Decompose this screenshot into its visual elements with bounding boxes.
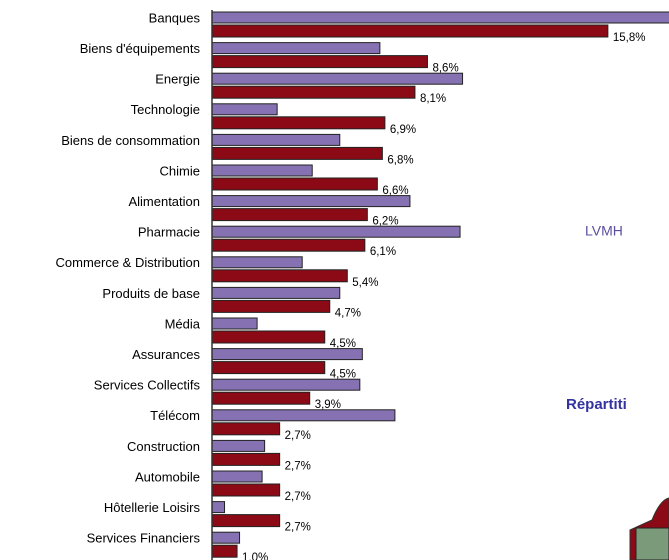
bar [211, 164, 313, 177]
bar [211, 483, 281, 497]
bar [211, 439, 266, 452]
y-tick-label: Produits de base [102, 286, 200, 301]
bar [211, 146, 383, 160]
bar [211, 72, 464, 85]
bar [211, 330, 326, 344]
value-label: 2,7% [285, 430, 311, 442]
value-label: 1,0% [242, 552, 268, 560]
bar [211, 103, 278, 116]
value-label: 4,5% [330, 369, 356, 381]
bar [211, 238, 366, 252]
y-tick-label: Biens de consommation [61, 133, 200, 148]
annotation: LVMH [585, 223, 623, 239]
bar [211, 409, 396, 422]
value-label: 15,8% [613, 32, 646, 44]
building-icon [629, 497, 669, 560]
y-tick-label: Services Financiers [87, 531, 201, 546]
bar [211, 544, 238, 558]
y-tick-label: Assurances [132, 347, 200, 362]
bar [211, 452, 281, 466]
bar [211, 11, 669, 24]
value-label: 8,6% [432, 63, 458, 75]
value-label: 2,7% [285, 460, 311, 472]
value-label: 4,5% [330, 338, 356, 350]
bar [211, 256, 303, 269]
y-tick-label: Chimie [160, 163, 200, 178]
value-label: 2,7% [285, 491, 311, 503]
bar [211, 470, 263, 483]
value-label: 6,8% [387, 154, 413, 166]
bar [211, 177, 378, 191]
y-tick-label: Télécom [150, 408, 200, 423]
bar [211, 208, 368, 222]
bar [211, 361, 326, 375]
y-tick-label: Technologie [131, 102, 200, 117]
y-tick-label: Energie [155, 72, 200, 87]
bar [211, 422, 281, 436]
bar [211, 514, 281, 528]
bar [211, 85, 416, 99]
y-tick-label: Média [165, 316, 201, 331]
y-tick-label: Construction [127, 439, 200, 454]
y-tick-label: Biens d'équipements [80, 41, 201, 56]
annotation: Répartiti [566, 396, 627, 413]
value-label: 6,2% [372, 216, 398, 228]
value-label: 6,9% [390, 124, 416, 136]
y-tick-label: Services Collectifs [94, 378, 201, 393]
bar [211, 225, 461, 238]
bar [211, 531, 241, 544]
bar [211, 24, 609, 38]
bar [211, 286, 341, 299]
y-tick-label: Automobile [135, 469, 200, 484]
value-label: 3,9% [315, 399, 341, 411]
y-tick-label: Commerce & Distribution [56, 255, 201, 270]
bar [211, 348, 363, 361]
value-label: 6,1% [370, 246, 396, 258]
bar [211, 116, 386, 130]
value-label: 6,6% [382, 185, 408, 197]
bar [211, 501, 226, 514]
bar [211, 269, 348, 283]
bar [211, 317, 258, 330]
bar [211, 299, 331, 313]
bar [211, 55, 428, 69]
bar [211, 391, 311, 405]
y-tick-label: Pharmacie [138, 225, 200, 240]
y-tick-label: Banques [149, 10, 201, 25]
value-label: 5,4% [352, 277, 378, 289]
bar [211, 42, 381, 55]
value-label: 8,1% [420, 93, 446, 105]
bar [211, 195, 411, 208]
value-label: 4,7% [335, 307, 361, 319]
value-label: 2,7% [285, 522, 311, 534]
y-tick-label: Hôtellerie Loisirs [104, 500, 201, 515]
bar [211, 133, 341, 146]
y-tick-label: Alimentation [128, 194, 200, 209]
bar [211, 378, 361, 391]
